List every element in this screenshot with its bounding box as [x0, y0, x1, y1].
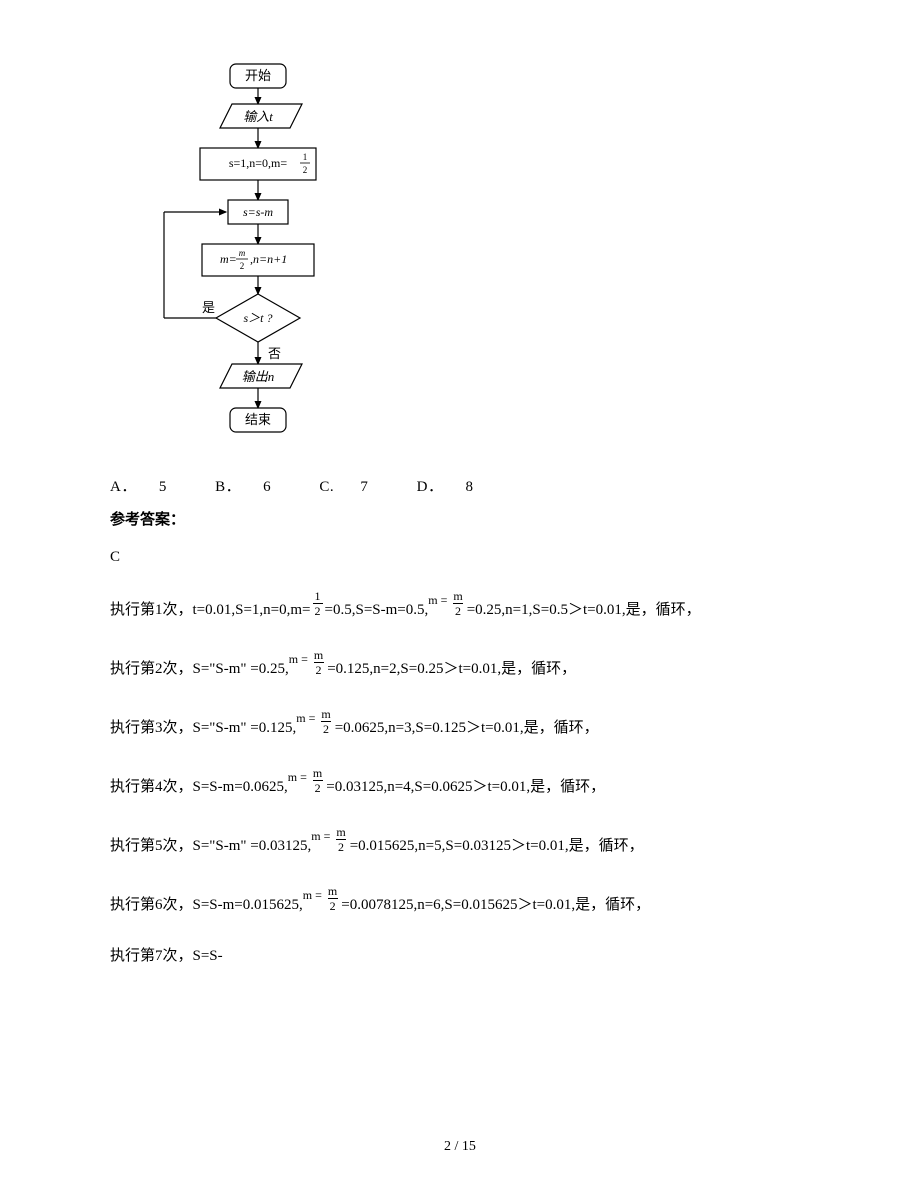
m-equals: m = — [289, 663, 310, 680]
solution-step: 执行第4次，S=S-m=0.0625,m =m2=0.03125,n=4,S=0… — [110, 769, 810, 798]
m-equals: m = — [296, 722, 317, 739]
svg-text:2: 2 — [240, 261, 245, 271]
step-text: 执行第7次，S=S- — [110, 946, 223, 967]
m-equals: m = — [303, 899, 324, 916]
step-text: 执行第2次，S="S-m" =0.25, — [110, 659, 289, 680]
answer-options: A．5 B．6 C. 7 D．8 — [110, 475, 810, 496]
step-text: 执行第4次，S=S-m=0.0625, — [110, 777, 288, 798]
page-number: 2 / 15 — [0, 1139, 920, 1155]
fraction: m2 — [312, 649, 325, 676]
flowchart: 开始 输入t s=1,n=0,m= 1 2 s=s-m m= m 2 ,n=n+… — [150, 60, 810, 457]
step-text: 执行第6次，S=S-m=0.015625, — [110, 895, 303, 916]
svg-text:s=s-m: s=s-m — [243, 205, 273, 219]
step-text: 执行第5次，S="S-m" =0.03125, — [110, 836, 311, 857]
option-c: C. 7 — [319, 479, 390, 495]
fraction: 12 — [313, 590, 323, 617]
solution-step: 执行第7次，S=S- — [110, 946, 810, 967]
m-equals: m = — [288, 781, 309, 798]
fraction: m2 — [334, 826, 347, 853]
svg-text:开始: 开始 — [245, 68, 271, 83]
fraction: m2 — [326, 885, 339, 912]
svg-text:是: 是 — [202, 300, 215, 315]
fraction: m2 — [319, 708, 332, 735]
step-text: =0.5,S=S-m=0.5, — [325, 600, 429, 621]
option-b: B．6 — [215, 479, 293, 495]
flowchart-svg: 开始 输入t s=1,n=0,m= 1 2 s=s-m m= m 2 ,n=n+… — [150, 60, 350, 452]
step-text: =0.0625,n=3,S=0.125＞t=0.01,是，循环， — [335, 718, 599, 739]
step-text: =0.25,n=1,S=0.5＞t=0.01,是，循环， — [467, 600, 701, 621]
option-a: A．5 — [110, 479, 189, 495]
svg-text:m=: m= — [220, 252, 237, 266]
svg-text:结束: 结束 — [245, 412, 271, 427]
svg-text:2: 2 — [303, 165, 308, 175]
step-text: =0.125,n=2,S=0.25＞t=0.01,是，循环， — [327, 659, 576, 680]
fraction: m2 — [311, 767, 324, 794]
step-text: =0.0078125,n=6,S=0.015625＞t=0.01,是，循环， — [341, 895, 650, 916]
step-text: =0.03125,n=4,S=0.0625＞t=0.01,是，循环， — [326, 777, 605, 798]
svg-text:,n=n+1: ,n=n+1 — [250, 252, 287, 266]
svg-text:s=1,n=0,m=: s=1,n=0,m= — [229, 156, 288, 170]
m-equals: m = — [428, 604, 449, 621]
solution-step: 执行第6次，S=S-m=0.015625,m =m2=0.0078125,n=6… — [110, 887, 810, 916]
svg-text:m: m — [239, 248, 246, 258]
step-text: 执行第1次，t=0.01,S=1,n=0,m= — [110, 600, 311, 621]
option-d: D．8 — [417, 479, 496, 495]
solution-step: 执行第2次，S="S-m" =0.25,m =m2=0.125,n=2,S=0.… — [110, 651, 810, 680]
svg-text:输入t: 输入t — [243, 109, 273, 124]
fraction: m2 — [451, 590, 464, 617]
solution-step: 执行第3次，S="S-m" =0.125,m =m2=0.0625,n=3,S=… — [110, 710, 810, 739]
reference-answer-label: 参考答案： — [110, 508, 810, 529]
svg-text:1: 1 — [303, 152, 308, 162]
solution-step: 执行第1次，t=0.01,S=1,n=0,m=12=0.5,S=S-m=0.5,… — [110, 592, 810, 621]
step-text: 执行第3次，S="S-m" =0.125, — [110, 718, 296, 739]
m-equals: m = — [311, 840, 332, 857]
solution-steps: 执行第1次，t=0.01,S=1,n=0,m=12=0.5,S=S-m=0.5,… — [110, 592, 810, 967]
answer-value: C — [110, 549, 810, 566]
svg-text:输出n: 输出n — [242, 369, 275, 384]
step-text: =0.015625,n=5,S=0.03125＞t=0.01,是，循环， — [350, 836, 644, 857]
svg-text:否: 否 — [268, 346, 281, 361]
solution-step: 执行第5次，S="S-m" =0.03125,m =m2=0.015625,n=… — [110, 828, 810, 857]
svg-text:s＞t ?: s＞t ? — [243, 311, 272, 325]
